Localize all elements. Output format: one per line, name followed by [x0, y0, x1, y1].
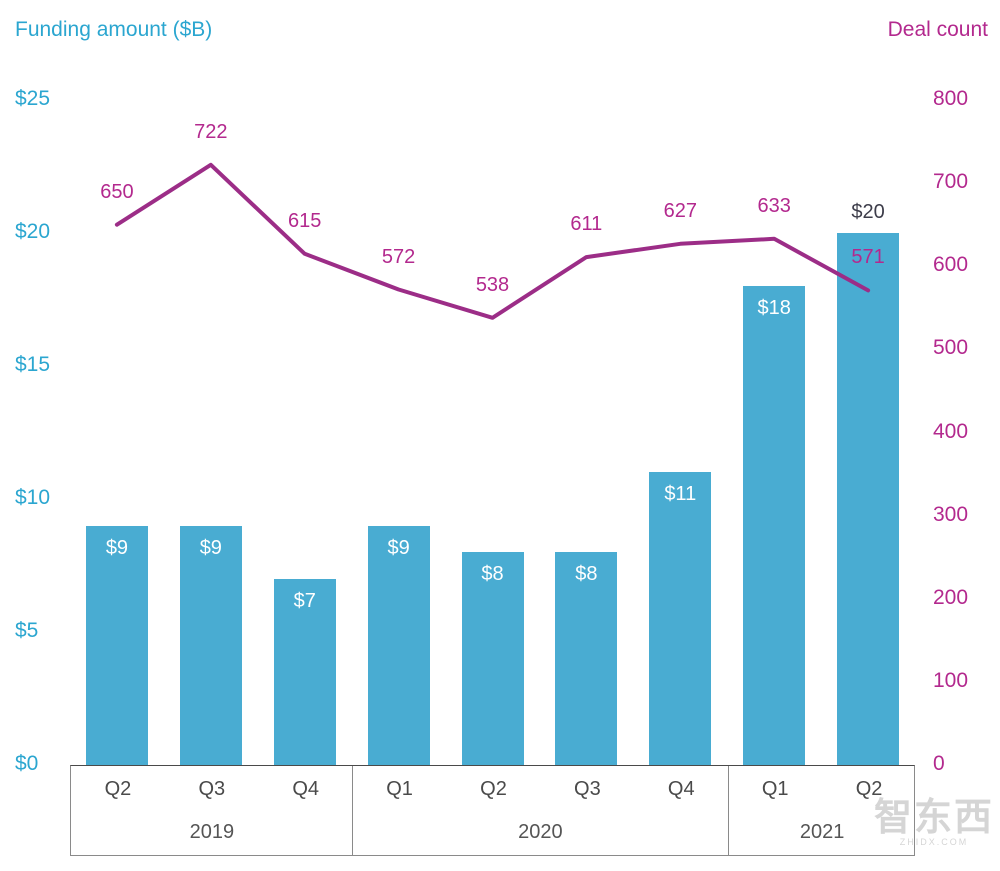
- x-axis-quarter-label: Q2: [104, 778, 132, 800]
- x-axis-year-label: 2020: [518, 821, 563, 843]
- left-axis-tick: $15: [15, 353, 51, 376]
- x-axis-quarter-label: Q4: [667, 778, 695, 800]
- right-axis-tick: 300: [933, 502, 969, 526]
- funding-bar: [461, 552, 524, 765]
- right-axis-tick: 200: [933, 585, 969, 609]
- deal-count-label: 572: [381, 245, 416, 268]
- deal-count-label: 633: [757, 194, 791, 217]
- left-axis-title: Funding amount ($B): [15, 18, 213, 41]
- right-axis-tick: 500: [933, 336, 969, 360]
- deal-count-label: 571: [851, 246, 885, 269]
- bar-value-label: $8: [575, 563, 598, 586]
- right-axis-tick: 800: [933, 87, 969, 110]
- bar-value-label: $7: [293, 589, 316, 612]
- bar-value-label: $8: [481, 563, 504, 586]
- funding-bar: [837, 233, 900, 765]
- funding-bar: [85, 525, 148, 765]
- deal-count-label: 650: [100, 180, 134, 203]
- x-axis-quarter-label: Q4: [292, 778, 320, 800]
- deal-count-label: 611: [570, 213, 603, 236]
- funding-bar: [273, 578, 336, 765]
- x-axis-table: Q2 Q3 Q4 Q1 Q2 Q3 Q4 Q1 Q2 2019 2020 2021: [70, 765, 915, 856]
- bar-value-label: $20: [851, 201, 885, 223]
- right-axis-tick: 0: [933, 752, 945, 775]
- left-axis-tick: $20: [15, 220, 51, 243]
- left-axis-tick: $5: [15, 619, 39, 642]
- x-axis-quarter-label: Q2: [855, 778, 883, 800]
- x-axis-quarter-label: Q3: [574, 778, 601, 800]
- left-axis-tick: $25: [15, 87, 51, 110]
- x-axis-quarter-label: Q1: [386, 778, 413, 800]
- funding-bar: [555, 552, 618, 765]
- right-axis-tick: 100: [933, 668, 969, 692]
- deal-count-label: 627: [663, 199, 697, 222]
- funding-bar: [743, 286, 806, 765]
- right-axis-tick: 700: [933, 170, 969, 194]
- right-axis-tick: 600: [933, 253, 969, 277]
- bar-value-label: $9: [199, 536, 222, 559]
- x-axis-quarter-label: Q3: [198, 778, 226, 800]
- x-axis-year-label: 2021: [799, 821, 845, 843]
- funding-bar: [649, 472, 712, 765]
- x-axis-quarter-label: Q1: [761, 778, 789, 800]
- left-axis-tick: $10: [15, 486, 51, 509]
- deal-count-label: 538: [475, 273, 510, 296]
- bar-value-label: $9: [105, 536, 129, 559]
- x-axis-quarter-label: Q2: [480, 778, 507, 800]
- year-group-divider: [727, 766, 729, 855]
- x-axis-year-label: 2019: [189, 821, 235, 843]
- bar-value-label: $18: [757, 297, 791, 320]
- year-group-divider: [352, 766, 354, 855]
- funding-bar: [179, 525, 242, 765]
- left-axis-tick: $0: [15, 752, 39, 775]
- right-axis-title: Deal count: [887, 18, 988, 41]
- bar-value-label: $11: [664, 483, 697, 506]
- bar-value-label: $9: [387, 536, 410, 559]
- deal-count-label: 615: [288, 209, 322, 232]
- right-axis-tick: 400: [933, 419, 969, 443]
- deal-count-label: 722: [194, 120, 228, 143]
- funding-bar: [367, 525, 430, 765]
